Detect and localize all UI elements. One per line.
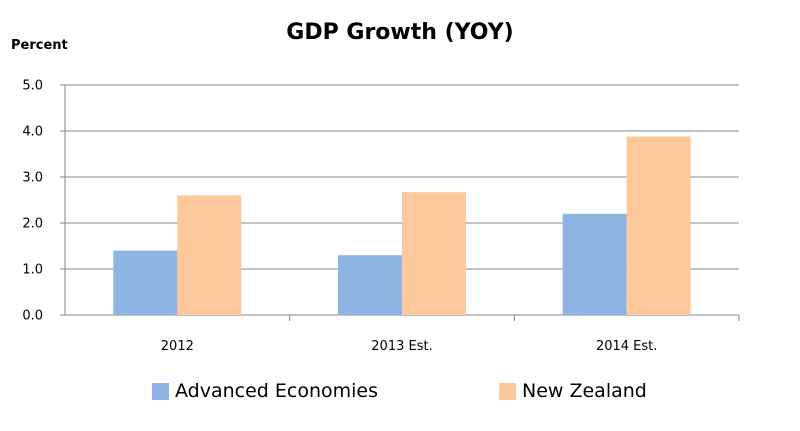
y-tick-label: 1.0 [22, 263, 43, 278]
legend-item-new-zealand: New Zealand [499, 377, 647, 405]
y-axis-label: Percent [11, 38, 68, 53]
x-tick-label: 2013 Est. [371, 339, 432, 354]
legend: Advanced Economies New Zealand [0, 377, 800, 405]
y-tick-label: 0.0 [22, 309, 43, 324]
bar-new-zealand-2 [626, 136, 691, 315]
legend-item-advanced-economies: Advanced Economies [152, 377, 378, 405]
legend-swatch-new-zealand [499, 382, 516, 400]
y-tick-label: 5.0 [22, 79, 43, 94]
x-tick-label: 2012 [161, 339, 194, 354]
y-tick-label: 3.0 [22, 171, 43, 186]
bar-advanced-economies-2 [562, 213, 627, 315]
legend-swatch-advanced-economies [152, 382, 169, 400]
bar-advanced-economies-1 [338, 255, 402, 315]
x-tick-label: 2014 Est. [596, 339, 657, 354]
y-tick-label: 4.0 [22, 125, 43, 140]
bar-new-zealand-0 [177, 195, 242, 315]
legend-label-new-zealand: New Zealand [522, 380, 647, 402]
legend-label-advanced-economies: Advanced Economies [175, 380, 379, 402]
bar-new-zealand-1 [402, 192, 466, 315]
chart-title: GDP Growth (YOY) [286, 20, 514, 45]
bar-advanced-economies-0 [113, 250, 178, 315]
y-tick-label: 2.0 [22, 217, 43, 232]
